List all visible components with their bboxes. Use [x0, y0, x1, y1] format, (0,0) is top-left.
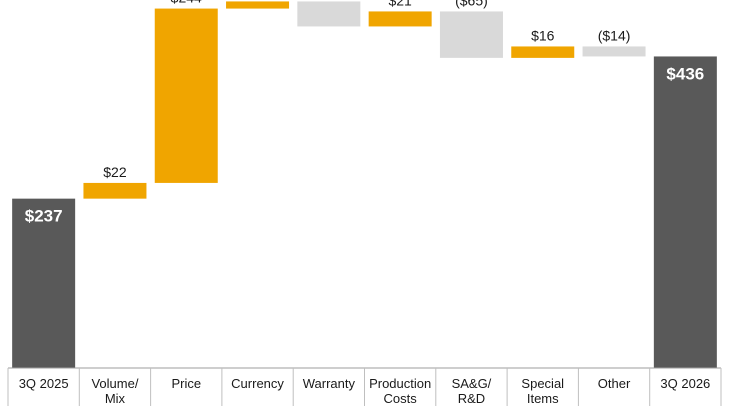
value-labels-group: $237$22$244$10($35)$21($65)$16($14)$436	[25, 0, 705, 226]
bar-increase-7	[511, 46, 575, 58]
bar-decrease-4	[297, 1, 361, 27]
tick-label-line: Currency	[231, 376, 284, 391]
bar-increase-5	[368, 11, 432, 27]
tick-label-2: Price	[171, 376, 201, 391]
tick-label-line: Items	[527, 391, 559, 406]
value-label-9: $436	[666, 64, 704, 83]
tick-label-line: Costs	[384, 391, 418, 406]
x-tick-labels: 3Q 2025 Volume/Mix Price Currency Warranty Pr…	[19, 376, 711, 406]
value-label-7: $16	[531, 27, 555, 43]
tick-label-6: SA&G/R&D	[452, 376, 492, 406]
bars-group	[12, 1, 717, 368]
tick-label-line: Warranty	[303, 376, 356, 391]
tick-label-8: Other	[598, 376, 631, 391]
tick-label-line: Production	[369, 376, 431, 391]
tick-label-line: Special	[521, 376, 564, 391]
tick-label-9: 3Q 2026	[660, 376, 710, 391]
tick-label-line: Mix	[105, 391, 126, 406]
bar-total-9	[653, 56, 717, 368]
value-label-5: $21	[388, 0, 412, 8]
tick-label-line: R&D	[458, 391, 485, 406]
tick-label-7: Special Items	[521, 376, 564, 406]
bar-increase-3	[226, 1, 290, 9]
tick-label-line: Price	[171, 376, 201, 391]
tick-label-line: SA&G/	[452, 376, 492, 391]
tick-label-4: Warranty	[303, 376, 356, 391]
value-label-2: $244	[171, 0, 202, 6]
tick-label-1: Volume/Mix	[91, 376, 138, 406]
bar-increase-1	[83, 182, 147, 199]
value-label-0: $237	[25, 207, 63, 226]
category-separators	[7, 368, 722, 406]
tick-label-0: 3Q 2025	[19, 376, 69, 391]
value-label-1: $22	[103, 164, 127, 180]
tick-label-line: Other	[598, 376, 631, 391]
tick-label-3: Currency	[231, 376, 284, 391]
tick-label-line: Volume/	[91, 376, 138, 391]
bar-decrease-6	[439, 11, 503, 58]
tick-label-5: Production Costs	[369, 376, 431, 406]
tick-label-line: 3Q 2025	[19, 376, 69, 391]
bar-total-0	[12, 198, 76, 368]
value-label-6: ($65)	[455, 0, 488, 8]
bar-increase-2	[154, 8, 218, 183]
bar-decrease-8	[582, 46, 646, 57]
value-label-8: ($14)	[598, 27, 631, 43]
tick-label-line: 3Q 2026	[660, 376, 710, 391]
